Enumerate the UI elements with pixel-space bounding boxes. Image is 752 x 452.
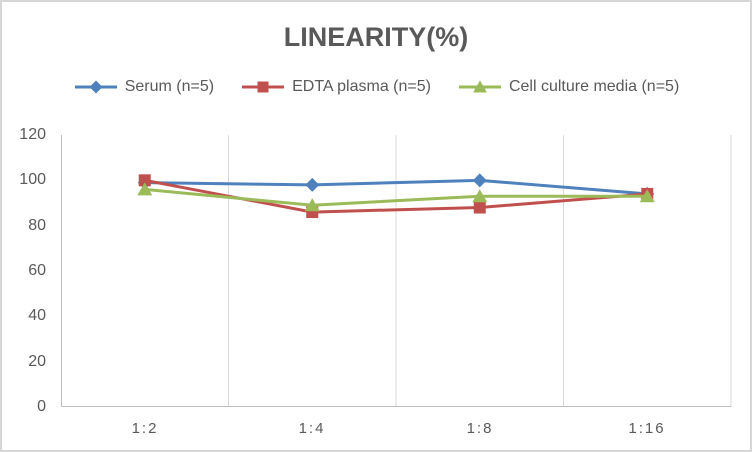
chart-plot: [61, 135, 732, 407]
y-axis-tick-0: 0: [37, 398, 46, 415]
legend-label-serum: Serum (n=5): [124, 78, 215, 95]
x-axis-tick-1-8: 1:8: [466, 420, 494, 437]
plot-area: [61, 135, 732, 407]
legend-item-edta-plasma: EDTA plasma (n=5): [240, 78, 431, 96]
legend: Serum (n=5) EDTA plasma (n=5) Cell cultu…: [2, 78, 750, 96]
chart-title: LINEARITY(%): [283, 22, 469, 52]
legend-item-cell-culture-media: Cell culture media (n=5): [457, 78, 679, 96]
edta-plasma-line-square-icon: [242, 81, 285, 93]
legend-item-serum: Serum (n=5): [73, 78, 214, 96]
legend-label-edta-plasma: EDTA plasma (n=5): [292, 78, 431, 95]
x-axis-tick-1-4: 1:4: [298, 420, 326, 437]
y-axis-tick-80: 80: [28, 217, 46, 234]
x-axis-tick-1-16: 1:16: [628, 420, 666, 437]
y-axis-tick-20: 20: [28, 353, 46, 370]
cell-culture-media-line-triangle-icon: [458, 80, 501, 93]
y-axis-tick-120: 120: [19, 126, 46, 143]
y-axis-tick-100: 100: [19, 171, 46, 188]
legend-label-cell-culture-media: Cell culture media (n=5): [508, 78, 680, 95]
y-axis-tick-60: 60: [28, 262, 46, 279]
serum-line-diamond-icon: [74, 80, 117, 94]
y-axis-tick-40: 40: [28, 307, 46, 324]
x-axis-tick-1-2: 1:2: [131, 420, 159, 437]
